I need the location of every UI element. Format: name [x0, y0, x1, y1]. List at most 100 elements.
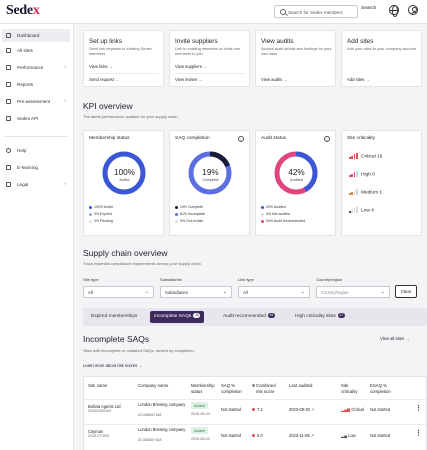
kpi-membership-card[interactable]: Membership status 100% Active 100% Activ…	[83, 130, 164, 236]
tab-high-criticality-sites[interactable]: High criticality sites 17	[295, 313, 345, 319]
chevron-down-icon: ⌄	[300, 289, 305, 295]
site-name[interactable]: Cayman	[88, 429, 104, 434]
sidebar-item-reports[interactable]: Reports	[2, 78, 70, 91]
site-name[interactable]: Bolivia Agents Ltd	[88, 404, 121, 409]
col-header[interactable]: ESAQ % completion	[370, 383, 391, 394]
sidebar-item-all-sites[interactable]: All sites	[2, 44, 70, 57]
chevron-down-icon: ⌄	[222, 289, 227, 295]
card-add-sites: Add sites Add your sites to your company…	[341, 30, 422, 87]
signal-bars-icon	[349, 207, 358, 213]
tab-incomplete-saqs[interactable]: Incomplete SAQs 26	[150, 311, 205, 323]
criticality-row-medium[interactable]: Medium 1	[349, 189, 382, 195]
info-icon[interactable]: i	[324, 136, 330, 142]
legend-item: 81% Incomplete	[175, 212, 205, 216]
legend-item: 100% Active	[89, 205, 113, 209]
arrow-right-icon: →	[202, 64, 208, 69]
pre-assessment-icon	[6, 99, 11, 104]
send-request-link[interactable]: Send request→	[89, 77, 120, 82]
audit-percent: 42%	[288, 168, 305, 177]
sedex-logo[interactable]: Sedex	[6, 3, 40, 18]
arrow-right-icon: →	[114, 77, 120, 82]
col-header[interactable]: SAQ % completion	[221, 383, 242, 394]
audit-donut	[274, 151, 318, 195]
search-button[interactable]: Search	[361, 6, 377, 11]
card-divider	[175, 73, 245, 74]
add-sites-link[interactable]: Add sites→	[347, 77, 370, 82]
globe-icon[interactable]	[389, 5, 399, 17]
incomplete-saqs-title: Incomplete SAQs	[83, 334, 150, 344]
clear-filters-button[interactable]: Clear	[395, 285, 417, 298]
col-header[interactable]: Membership status	[191, 383, 215, 394]
info-icon[interactable]: i	[238, 136, 244, 142]
sidebar-item-help[interactable]: Help	[2, 144, 70, 157]
view-suppliers-link[interactable]: View suppliers→	[175, 64, 208, 69]
link-type-select[interactable]: All ⌄	[238, 286, 310, 298]
kpi-card-title: Site criticality	[347, 136, 375, 141]
arrow-right-icon: →	[198, 77, 203, 82]
col-header[interactable]: Site criticality	[341, 383, 358, 394]
more-options-icon[interactable]: ⋮	[415, 430, 422, 437]
sidebar-item-performance[interactable]: Performance ›	[2, 61, 70, 74]
view-invites-link[interactable]: View invites→	[175, 77, 203, 82]
sidebar-item-pre-assessment[interactable]: Pre-assessment ›	[2, 95, 70, 108]
reports-icon	[6, 82, 11, 87]
status-badge: Active	[191, 402, 208, 409]
membership-donut	[102, 151, 146, 195]
kpi-saq-card[interactable]: SAQ completion i 19% Complete 19% Comple…	[169, 130, 250, 236]
chevron-down-icon: ⌄	[380, 289, 385, 295]
card-title: Set up links	[89, 38, 123, 45]
col-header[interactable]: Site name	[88, 383, 108, 388]
criticality-row-critical[interactable]: Critical 16	[349, 153, 382, 159]
col-header[interactable]: Last audited	[289, 383, 313, 388]
signal-bars-icon: ▂▄	[341, 433, 348, 438]
chevron-right-icon: ›	[64, 181, 66, 187]
main-content: Set up links Send link requests to exist…	[74, 24, 427, 450]
risk-score: 6.0	[252, 433, 263, 438]
sidebar-item-dashboard[interactable]: Dashboard	[2, 29, 70, 42]
kpi-audit-card[interactable]: Audit status i 42% Audited 42% Audited 4…	[255, 130, 336, 236]
card-set-up-links: Set up links Send link requests to exist…	[83, 30, 164, 87]
legend-item: 42% Audited	[261, 205, 286, 209]
subsidiaries-select[interactable]: Subsidiaries ⌄	[160, 286, 232, 298]
chevron-right-icon: ›	[64, 64, 66, 70]
search-box[interactable]	[274, 5, 358, 18]
arrow-right-icon: →	[365, 77, 370, 82]
view-all-sites-link[interactable]: View all sites →	[380, 336, 410, 341]
card-title: Add sites	[347, 38, 374, 45]
sidebar-item-sedex-api[interactable]: Sedex API	[2, 112, 70, 125]
col-header[interactable]: Combined risk score	[252, 383, 280, 394]
criticality-row-high[interactable]: High 0	[349, 171, 375, 177]
supply-chain-title: Supply chain overview	[83, 248, 168, 258]
company-name[interactable]: London Brewing company	[138, 427, 186, 432]
more-options-icon[interactable]: ⋮	[415, 405, 422, 412]
saq-donut-fill	[188, 151, 232, 195]
tab-audit-recommended[interactable]: Audit recommended 16	[223, 313, 275, 319]
country-region-select[interactable]: Country/region ⌄	[316, 286, 390, 298]
tab-expired-memberships[interactable]: Expired memberships	[91, 314, 138, 319]
kpi-criticality-card[interactable]: Site criticality Critical 16 High 0 Medi…	[341, 130, 422, 236]
col-header[interactable]: Company name	[138, 383, 169, 388]
search-input[interactable]	[288, 8, 356, 16]
filter-label: Country/region	[316, 277, 343, 282]
site-type-select[interactable]: All ⌄	[83, 286, 154, 298]
view-links-link[interactable]: View links→	[89, 64, 113, 69]
arrow-right-icon: →	[108, 64, 113, 69]
site-id: ZS401405164	[88, 409, 112, 413]
saq-completion: Not started	[221, 407, 242, 412]
criticality-row-low[interactable]: Low 4	[349, 207, 374, 213]
arrow-right-icon: →	[283, 77, 288, 82]
status-date: 2026-08-24	[191, 412, 210, 416]
card-title: Invite suppliers	[175, 38, 218, 45]
learn-more-risk-link[interactable]: Learn more about risk scores →	[83, 363, 143, 368]
sidebar-divider	[4, 136, 68, 137]
card-description: Send link requests to existing Sedex mem…	[89, 46, 152, 56]
view-audits-link[interactable]: View audits→	[261, 77, 288, 82]
user-icon[interactable]	[408, 5, 418, 15]
company-name[interactable]: London Brewing company	[138, 402, 186, 407]
status-badge: Active	[191, 427, 208, 434]
sidebar-item-legal[interactable]: Legal ›	[2, 178, 70, 191]
row-divider	[84, 424, 426, 425]
sidebar-item-e-learning[interactable]: E-learning	[2, 161, 70, 174]
legend-item: 54% Audit recommended	[261, 219, 305, 223]
e-learning-icon	[6, 165, 11, 170]
